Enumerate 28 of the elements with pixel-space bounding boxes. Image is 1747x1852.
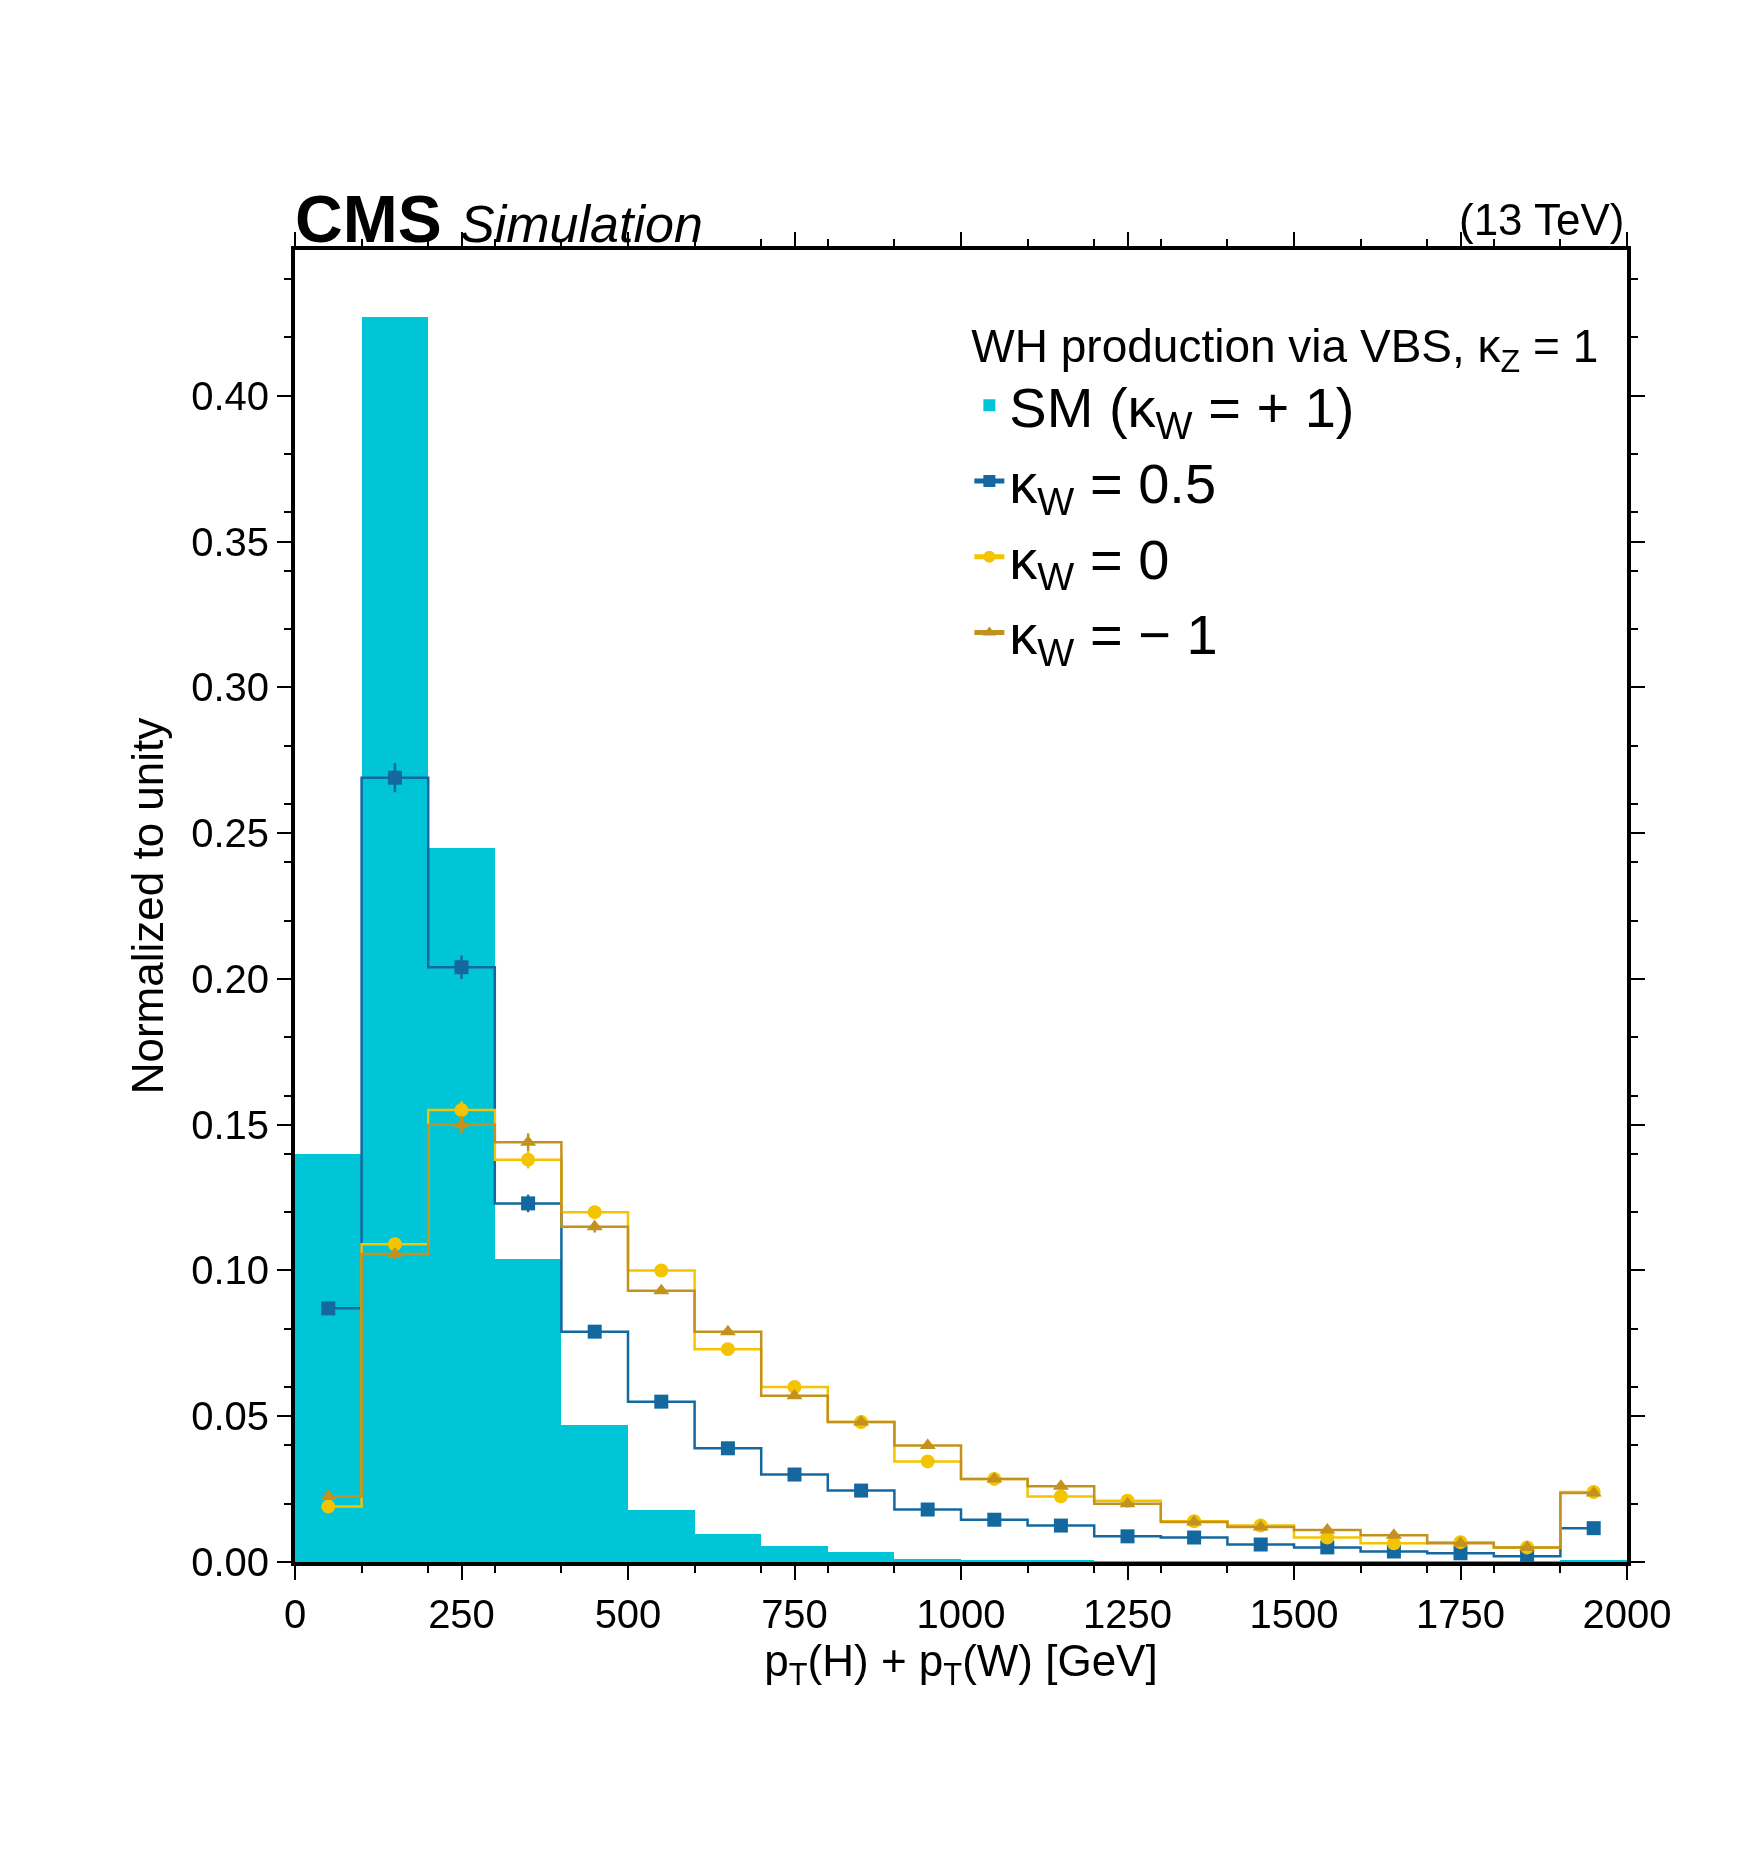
x-tick-label: 1750 <box>1416 1592 1505 1636</box>
legend-label: SM (κ$_{W}$ = + 1) <box>1009 376 1355 447</box>
x-tick-label: 2000 <box>1582 1592 1672 1636</box>
y-tick-label: 0.25 <box>191 811 269 856</box>
chart-title: CMS <box>295 182 442 256</box>
legend-label: κ$_{W}$ = 0 <box>1009 527 1170 599</box>
y-tick-label: 0.20 <box>191 956 269 1001</box>
x-tick-label: 250 <box>428 1592 495 1636</box>
x-tick-label: 1000 <box>916 1592 1006 1636</box>
y-tick-label: 0.35 <box>191 519 269 564</box>
y-tick-label: 0.15 <box>191 1102 269 1147</box>
y-tick-label: 0.10 <box>191 1248 269 1293</box>
x-tick-label: 1500 <box>1249 1592 1339 1636</box>
y-axis-title: Normalized to unity <box>122 717 172 1095</box>
x-tick-label: 750 <box>761 1592 828 1636</box>
legend-title: WH production via VBS, κ$_{Z}$ = 1 <box>971 320 1599 379</box>
y-tick-label: 0.40 <box>191 373 269 418</box>
text: (13 TeV) <box>1459 195 1625 244</box>
x-tick-label: 1250 <box>1083 1592 1172 1636</box>
legend-label: κ$_{W}$ = 0.5 <box>1009 451 1217 523</box>
y-tick-label: 0.00 <box>191 1540 269 1584</box>
legend-label: κ$_{W}$ = − 1 <box>1009 603 1218 675</box>
y-tick-label: 0.05 <box>191 1394 269 1439</box>
chart-subtitle: Simulation <box>460 195 703 253</box>
y-tick-label: 0.30 <box>191 665 269 710</box>
x-tick-label: 0 <box>283 1592 307 1636</box>
x-axis-title: p$_{T}$(H) + p$_{T}$(W) [GeV] <box>764 1636 1158 1693</box>
x-tick-label: 500 <box>594 1592 662 1636</box>
